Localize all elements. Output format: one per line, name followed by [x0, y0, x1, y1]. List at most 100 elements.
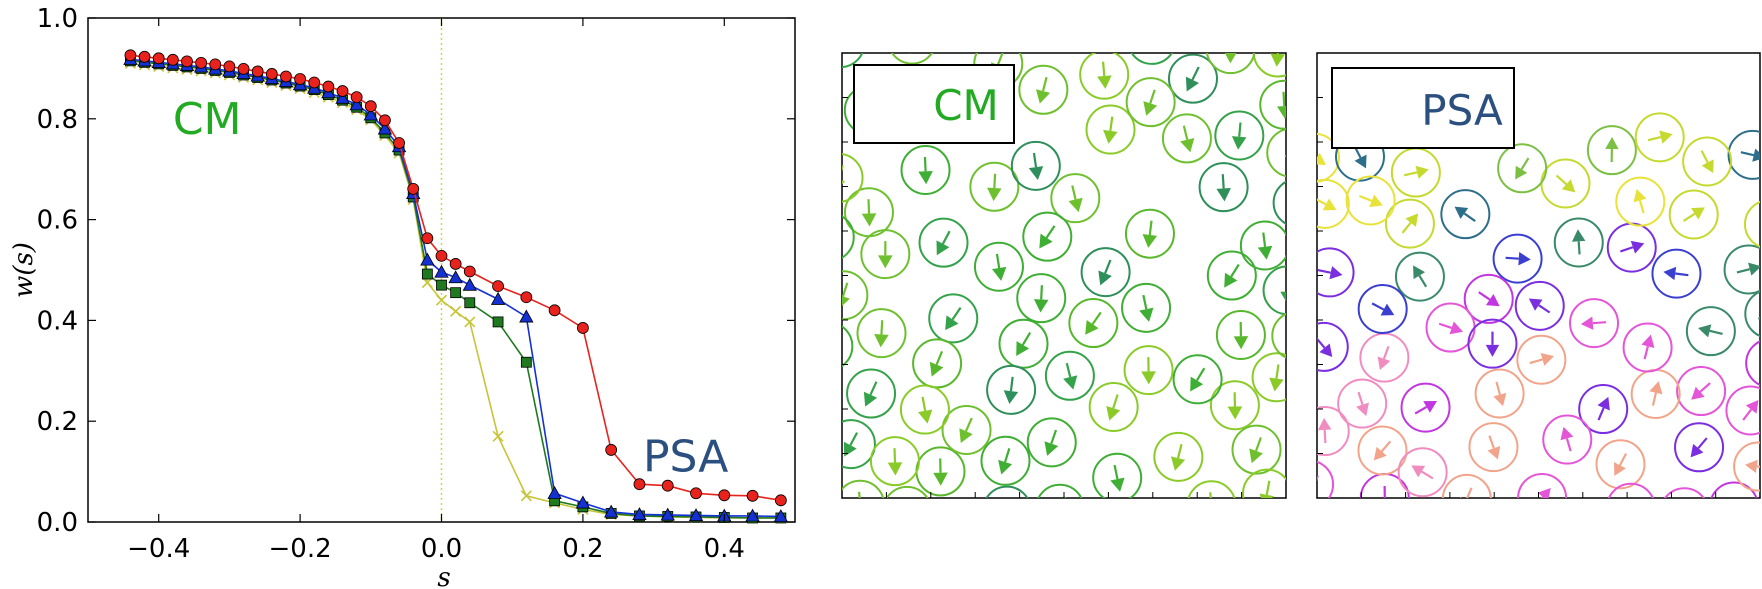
line-chart: −0.4 −0.2 0.0 0.2 0.4 0.0 0.2 0.4 0.6 0.8 1.0 s w(…	[9, 4, 796, 589]
particle	[1542, 414, 1593, 465]
velocity-arrow-head	[1270, 53, 1285, 67]
velocity-arrow-head	[1085, 319, 1099, 335]
velocity-arrow-head	[1571, 229, 1586, 242]
velocity-arrow-shaft	[1300, 484, 1310, 493]
data-point	[181, 55, 193, 68]
particle-circle	[842, 270, 869, 321]
particle	[928, 293, 979, 344]
particle	[1209, 380, 1260, 431]
particle	[1080, 247, 1131, 298]
particle	[1468, 422, 1519, 473]
data-point	[464, 316, 476, 328]
data-point	[462, 277, 477, 291]
velocity-arrow-shaft	[1101, 61, 1106, 77]
particle-circle	[846, 368, 897, 419]
velocity-arrow-shaft	[1195, 367, 1206, 381]
velocity-arrow-head	[1698, 324, 1712, 338]
x-tick-label: 0.0	[421, 534, 462, 564]
particle	[1130, 28, 1174, 65]
particle	[1723, 244, 1760, 295]
data-point	[577, 322, 589, 334]
data-point	[364, 100, 377, 113]
cm-label-box	[853, 64, 1015, 144]
particle	[1674, 422, 1725, 473]
data-point	[421, 232, 434, 245]
velocity-arrow-shaft	[1071, 185, 1077, 200]
velocity-arrow-shaft	[1317, 337, 1326, 349]
velocity-arrow-shaft	[1151, 28, 1156, 41]
velocity-arrow-head	[1322, 198, 1337, 211]
particle	[1357, 425, 1408, 476]
particle-circle	[941, 404, 992, 455]
particle-circle	[1542, 414, 1593, 465]
particle	[1578, 384, 1629, 435]
particle-circle	[1239, 220, 1286, 271]
velocity-arrow-shaft	[965, 417, 973, 432]
velocity-arrow-head	[1039, 233, 1053, 249]
velocity-arrow-shaft	[867, 199, 871, 214]
velocity-arrow-shaft	[1488, 435, 1495, 449]
data-point	[519, 309, 534, 323]
particle-circle	[1663, 487, 1705, 498]
velocity-arrow-shaft	[1638, 200, 1645, 214]
velocity-arrow-head	[1224, 272, 1238, 288]
particle	[842, 53, 864, 69]
particle	[1037, 483, 1083, 498]
velocity-arrow-shaft	[1276, 53, 1279, 54]
particle	[1651, 248, 1702, 299]
velocity-arrow-shaft	[996, 53, 1004, 66]
particle-circle	[1018, 64, 1069, 115]
velocity-arrow-shaft	[1009, 376, 1014, 392]
velocity-arrow-shaft	[1113, 464, 1119, 480]
particle	[1394, 251, 1445, 302]
particle	[1733, 441, 1760, 492]
particle	[1745, 340, 1760, 387]
particle-circle	[1710, 481, 1758, 498]
particle	[1516, 334, 1567, 385]
velocity-arrow-shaft	[1104, 259, 1112, 274]
data-point	[633, 478, 646, 491]
data-point	[280, 70, 292, 83]
particle-circle	[1209, 380, 1260, 431]
particle	[1214, 110, 1265, 161]
particle	[1251, 352, 1286, 403]
velocity-arrow-shaft	[1618, 453, 1628, 466]
particle	[1010, 140, 1061, 191]
data-point	[690, 487, 702, 500]
velocity-arrow-head	[1485, 293, 1500, 307]
particle-circle	[900, 144, 951, 195]
velocity-arrow-shaft	[1021, 331, 1032, 346]
velocity-arrow-shaft	[1675, 272, 1689, 277]
particle-circle	[1088, 381, 1139, 432]
velocity-arrow-shaft	[1275, 364, 1280, 379]
velocity-arrow-shaft	[1651, 392, 1658, 406]
velocity-arrow-head	[1560, 426, 1574, 441]
velocity-arrow-shaft	[1182, 125, 1189, 140]
particle-circle	[1205, 53, 1256, 75]
velocity-arrow-shaft	[1045, 225, 1056, 239]
particle-circle	[1463, 273, 1514, 324]
x-axis-label: s	[437, 563, 450, 589]
x-tick-label: 0.2	[562, 534, 603, 564]
velocity-arrow-head	[1378, 499, 1391, 511]
particle	[842, 270, 869, 321]
velocity-arrow-shaft	[995, 253, 1001, 269]
particle-circle	[986, 364, 1037, 415]
particle-circle	[1266, 128, 1286, 178]
particle	[1259, 79, 1286, 130]
velocity-arrow-shaft	[1630, 508, 1643, 510]
velocity-arrow-head	[1098, 270, 1112, 286]
velocity-arrow-head	[1449, 321, 1464, 335]
particle	[1317, 247, 1355, 298]
particle-circle	[856, 308, 907, 359]
cm-annotation: CM	[173, 94, 242, 145]
velocity-arrow-shaft	[1006, 499, 1012, 512]
velocity-arrow-shaft	[1148, 220, 1153, 236]
particle-circle	[1725, 385, 1760, 436]
velocity-arrow-head	[1185, 76, 1199, 92]
particle-circle	[1317, 406, 1350, 457]
particle	[1553, 217, 1604, 268]
velocity-arrow-head	[1745, 459, 1758, 474]
particle	[969, 161, 1020, 212]
particle	[1215, 309, 1266, 360]
